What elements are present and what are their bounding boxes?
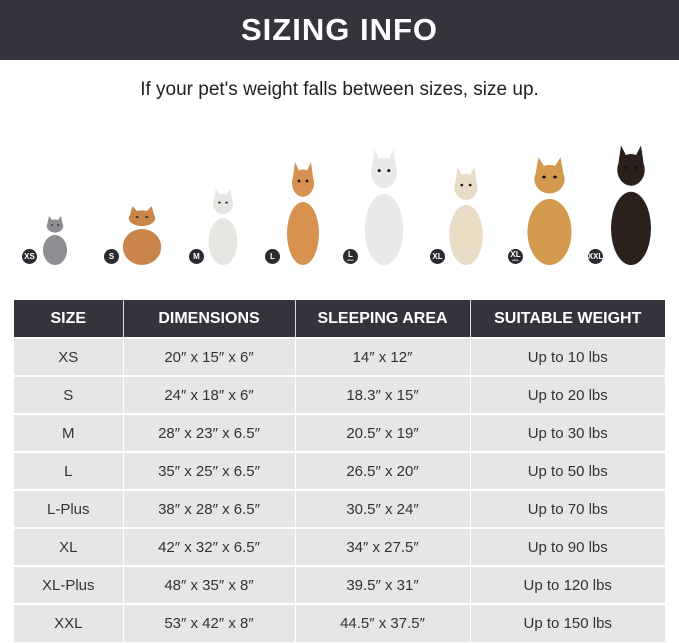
french-bulldog-image xyxy=(205,187,241,265)
size-badge-xxl: XXL xyxy=(588,249,603,264)
sizing-info-banner: SIZING INFO xyxy=(0,0,679,60)
badge-label: L xyxy=(348,250,353,259)
size-badge-xs: XS xyxy=(22,249,37,264)
cell-dimensions: 48″ x 35″ x 8″ xyxy=(123,565,296,604)
cell-size: L xyxy=(14,451,124,490)
cell-suitable-weight: Up to 150 lbs xyxy=(470,603,665,642)
size-badge-xl-plus: XL plus xyxy=(508,249,523,264)
sizing-tip: If your pet's weight falls between sizes… xyxy=(140,79,539,100)
cell-dimensions: 35″ x 25″ x 6.5″ xyxy=(123,451,296,490)
badge-label: XL xyxy=(432,251,443,261)
cell-sleeping-area: 39.5″ x 31″ xyxy=(295,565,471,604)
badge-label: M xyxy=(193,251,200,261)
labrador-image xyxy=(445,165,487,265)
size-badge-s: S xyxy=(104,249,119,264)
cell-sleeping-area: 26.5″ x 20″ xyxy=(295,451,471,490)
cell-size: S xyxy=(14,375,124,414)
cell-size: XXL xyxy=(14,603,124,642)
table-row: XS 20″ x 15″ x 6″ 14″ x 12″ Up to 10 lbs xyxy=(14,337,665,376)
cell-dimensions: 53″ x 42″ x 8″ xyxy=(123,603,296,642)
table-row: XXL 53″ x 42″ x 8″ 44.5″ x 37.5″ Up to 150 … xyxy=(14,603,665,642)
table-row: XL 42″ x 32″ x 6.5″ 34″ x 27.5″ Up to 90 lb… xyxy=(14,527,665,566)
cell-size: M xyxy=(14,413,124,452)
cell-size: XS xyxy=(14,337,124,376)
cell-sleeping-area: 14″ x 12″ xyxy=(295,337,471,376)
badge-label: XXL xyxy=(587,251,604,261)
header-dimensions: DIMENSIONS xyxy=(123,300,296,338)
cell-suitable-weight: Up to 120 lbs xyxy=(470,565,665,604)
shiba-inu-image xyxy=(283,160,323,265)
header-sleeping-area: SLEEPING AREA xyxy=(295,300,471,338)
doberman-image xyxy=(606,143,656,265)
table-row: S 24″ x 18″ x 6″ 18.3″ x 15″ Up to 20 lbs xyxy=(14,375,665,414)
size-badge-xl: XL xyxy=(430,249,445,264)
cell-size: L-Plus xyxy=(14,489,124,528)
pomeranian-image xyxy=(118,205,166,265)
size-badge-m: M xyxy=(189,249,204,264)
badge-label: XS xyxy=(24,251,35,261)
cell-dimensions: 42″ x 32″ x 6.5″ xyxy=(123,527,296,566)
border-collie-image xyxy=(360,147,408,265)
cell-size: XL xyxy=(14,527,124,566)
badge-plus: plus xyxy=(347,258,354,262)
table-row: XL-Plus 48″ x 35″ x 8″ 39.5″ x 31″ Up to 12… xyxy=(14,565,665,604)
cell-suitable-weight: Up to 10 lbs xyxy=(470,337,665,376)
cell-dimensions: 38″ x 28″ x 6.5″ xyxy=(123,489,296,528)
cell-suitable-weight: Up to 30 lbs xyxy=(470,413,665,452)
badge-label: XL xyxy=(510,250,521,259)
cell-sleeping-area: 30.5″ x 24″ xyxy=(295,489,471,528)
cat-image xyxy=(40,215,70,265)
table-header-row: SIZE DIMENSIONS SLEEPING AREA SUITABLE W… xyxy=(14,300,665,338)
header-suitable-weight: SUITABLE WEIGHT xyxy=(470,300,665,338)
cell-suitable-weight: Up to 20 lbs xyxy=(470,375,665,414)
badge-label: L xyxy=(270,251,275,261)
cell-sleeping-area: 20.5″ x 19″ xyxy=(295,413,471,452)
cell-suitable-weight: Up to 70 lbs xyxy=(470,489,665,528)
header-size: SIZE xyxy=(14,300,124,338)
cell-size: XL-Plus xyxy=(14,565,124,604)
sizing-table: SIZE DIMENSIONS SLEEPING AREA SUITABLE W… xyxy=(14,300,665,642)
table-row: M 28″ x 23″ x 6.5″ 20.5″ x 19″ Up to 30 lbs xyxy=(14,413,665,452)
cell-suitable-weight: Up to 90 lbs xyxy=(470,527,665,566)
cell-sleeping-area: 44.5″ x 37.5″ xyxy=(295,603,471,642)
cell-suitable-weight: Up to 50 lbs xyxy=(470,451,665,490)
cell-sleeping-area: 18.3″ x 15″ xyxy=(295,375,471,414)
badge-plus: plus xyxy=(512,258,519,262)
table-row: L-Plus 38″ x 28″ x 6.5″ 30.5″ x 24″ Up to 7… xyxy=(14,489,665,528)
cell-dimensions: 28″ x 23″ x 6.5″ xyxy=(123,413,296,452)
table-row: L 35″ x 25″ x 6.5″ 26.5″ x 20″ Up to 50 lbs xyxy=(14,451,665,490)
golden-retriever-image xyxy=(522,155,577,265)
cell-dimensions: 20″ x 15″ x 6″ xyxy=(123,337,296,376)
cell-sleeping-area: 34″ x 27.5″ xyxy=(295,527,471,566)
page-title: SIZING INFO xyxy=(241,12,438,47)
cell-dimensions: 24″ x 18″ x 6″ xyxy=(123,375,296,414)
size-badge-l: L xyxy=(265,249,280,264)
badge-label: S xyxy=(108,251,115,261)
